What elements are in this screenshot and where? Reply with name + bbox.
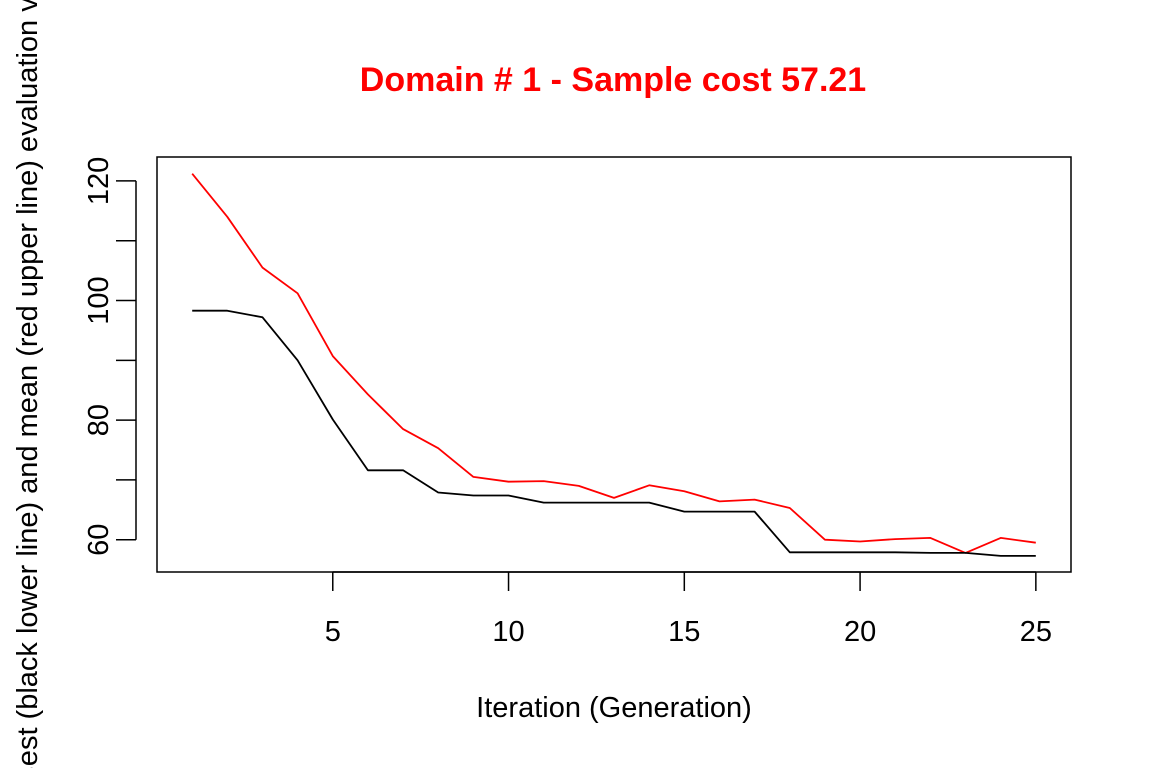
series-layer: [191, 173, 1036, 557]
y-tick-label: 100: [83, 276, 115, 324]
x-axis: 5 10 15 20 25: [325, 571, 1052, 648]
x-axis-label: Iteration (Generation): [476, 692, 752, 724]
y-axis-label: Best (black lower line) and mean (red up…: [12, 0, 44, 768]
x-tick-label: 20: [844, 616, 876, 648]
y-axis: 60 80 100 120: [83, 157, 137, 556]
y-tick-label: 60: [83, 524, 115, 556]
x-tick-label: 10: [492, 616, 524, 648]
series-line-1: [191, 173, 1036, 554]
plot-frame: [156, 156, 1072, 573]
y-tick-label: 80: [83, 404, 115, 436]
x-tick-label: 25: [1020, 616, 1052, 648]
x-tick-label: 15: [668, 616, 700, 648]
chart-title: Domain # 1 - Sample cost 57.21: [360, 61, 866, 99]
y-tick-label: 120: [83, 157, 115, 205]
x-tick-label: 5: [325, 616, 341, 648]
series-line-2: [192, 309, 1036, 557]
